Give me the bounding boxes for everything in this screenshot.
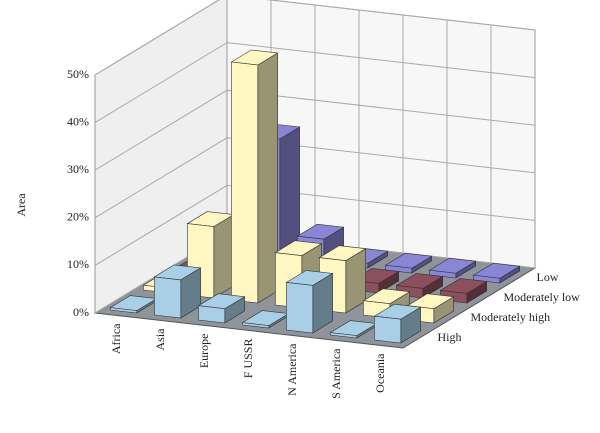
- legend-label: Moderately high: [471, 310, 551, 324]
- grid-line: [94, 42, 536, 124]
- bar-side-shade: [345, 248, 366, 313]
- bar-side-shade: [367, 251, 388, 268]
- bar: [197, 293, 246, 324]
- y-tick-label: 50%: [67, 67, 89, 81]
- bar-side-shade: [213, 214, 234, 298]
- bar: [241, 310, 290, 329]
- bar: [373, 303, 422, 344]
- grid-line: [94, 184, 536, 266]
- bar-side-shade: [356, 323, 377, 338]
- bar-front: [231, 61, 259, 304]
- y-tick-label: 30%: [67, 162, 89, 176]
- bar-front: [198, 305, 226, 324]
- bar-front: [286, 282, 314, 334]
- bar: [153, 264, 202, 319]
- bar: [472, 262, 521, 284]
- bar-front: [330, 332, 358, 339]
- bar-side-shade: [312, 273, 333, 333]
- bar-side-shade: [180, 267, 201, 318]
- grid-line: [94, 0, 536, 76]
- bar-side-shade: [279, 127, 300, 258]
- bar-side-shade: [136, 298, 157, 313]
- x-tick-label: N America: [285, 343, 299, 396]
- y-tick-label: 10%: [67, 257, 89, 271]
- bar-side-shade: [455, 261, 476, 278]
- bar: [285, 270, 334, 334]
- bar-side-shade: [268, 313, 289, 328]
- bar-side-shade: [433, 296, 454, 323]
- bar-side-shade: [224, 296, 245, 323]
- bar-front: [110, 307, 138, 314]
- bar-side-shade: [499, 266, 520, 283]
- y-tick-label: 40%: [67, 114, 89, 128]
- bar-side-shade: [400, 307, 421, 343]
- legend-label: High: [438, 330, 462, 344]
- bar-front: [385, 264, 413, 274]
- grid-line: [94, 137, 536, 219]
- bar-side-shade: [257, 53, 278, 303]
- bar-front: [154, 276, 182, 319]
- y-tick-label: 0%: [73, 305, 89, 319]
- y-axis-label: Area: [14, 193, 28, 217]
- x-tick-label: S America: [329, 348, 343, 399]
- bar-front: [242, 322, 270, 329]
- y-tick-label: 20%: [67, 210, 89, 224]
- bar: [384, 252, 433, 274]
- bar-front: [374, 315, 402, 344]
- bar-side-shade: [466, 281, 487, 303]
- bar-side-shade: [422, 276, 443, 298]
- bar: [186, 211, 235, 299]
- legend-label: Low: [537, 270, 559, 284]
- bar-front: [473, 274, 501, 284]
- grid-line: [94, 89, 536, 171]
- x-tick-label: Asia: [153, 328, 167, 351]
- x-tick-label: F USSR: [241, 339, 255, 379]
- x-tick-label: Oceania: [373, 353, 387, 393]
- x-tick-label: Africa: [109, 323, 123, 354]
- x-tick-label: Europe: [197, 334, 211, 369]
- bar-side-shade: [378, 271, 399, 293]
- bar-side-shade: [411, 256, 432, 273]
- legend-label: Moderately low: [504, 290, 581, 304]
- bar: [428, 257, 477, 279]
- bar-front: [429, 269, 457, 279]
- bar: [230, 49, 279, 304]
